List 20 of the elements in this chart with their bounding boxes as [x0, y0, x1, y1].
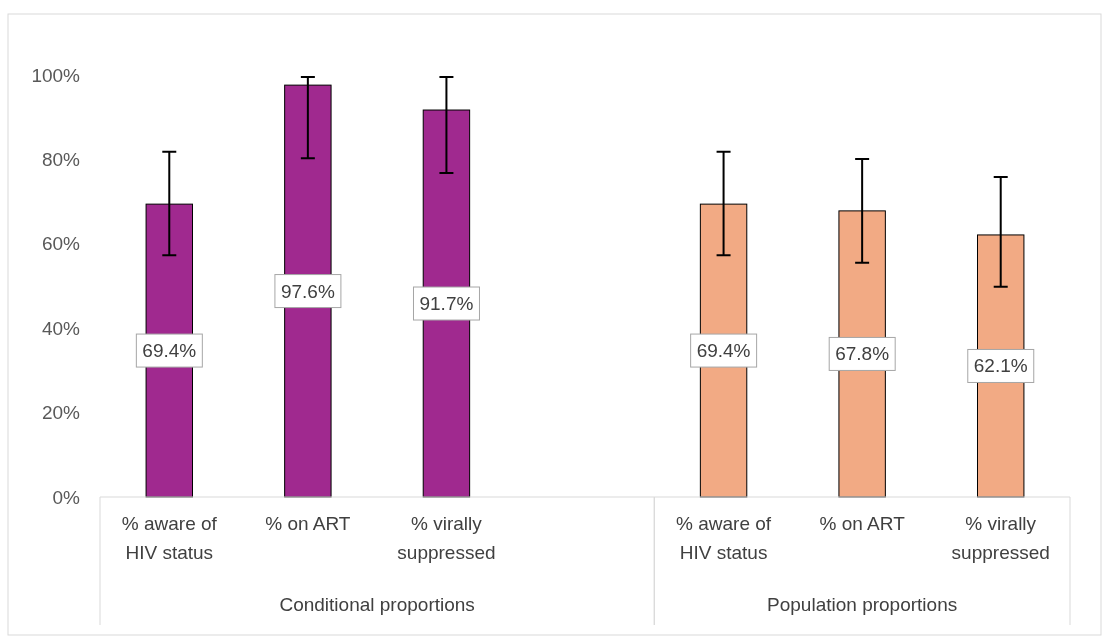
text: Population proportions: [767, 594, 958, 615]
data-label: 69.4%: [696, 340, 751, 362]
y-tick-label: 80%: [41, 148, 81, 170]
x-tick-label: % virally suppressed: [397, 513, 496, 563]
data-label: 67.8%: [835, 343, 890, 365]
y-tick-label: 20%: [41, 402, 81, 424]
x-tick-label: % on ART: [265, 513, 351, 535]
y-tick-label: 60%: [41, 233, 81, 255]
data-label: 69.4%: [142, 340, 197, 362]
y-tick-label: 40%: [41, 317, 81, 339]
text: Conditional proportions: [279, 594, 475, 615]
data-label: 62.1%: [973, 355, 1028, 377]
data-label: 97.6%: [280, 280, 335, 302]
x-tick-label: % on ART: [819, 513, 906, 535]
data-label: 91.7%: [419, 293, 474, 315]
y-tick-label: 0%: [52, 486, 81, 508]
x-tick-label: % aware of HIV status: [121, 513, 218, 563]
x-tick-label: % virally suppressed: [951, 513, 1050, 563]
y-tick-label: 100%: [31, 64, 81, 86]
x-tick-label: % aware of HIV status: [676, 513, 772, 563]
